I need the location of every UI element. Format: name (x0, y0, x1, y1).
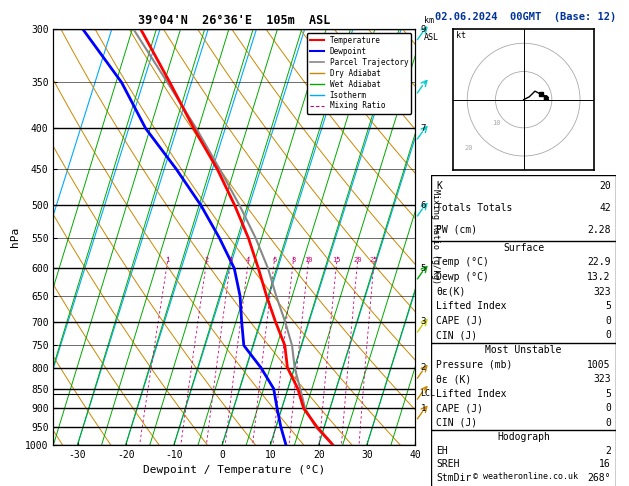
Text: θε (K): θε (K) (437, 374, 472, 384)
Text: © weatheronline.co.uk: © weatheronline.co.uk (473, 472, 577, 481)
Text: StmDir: StmDir (437, 473, 472, 483)
Text: 0: 0 (605, 316, 611, 326)
Text: SREH: SREH (437, 459, 460, 469)
Text: Totals Totals: Totals Totals (437, 203, 513, 213)
Text: 323: 323 (593, 287, 611, 296)
Text: 5: 5 (421, 264, 426, 273)
Text: ASL: ASL (424, 34, 439, 42)
Text: 2.28: 2.28 (587, 225, 611, 235)
Text: CAPE (J): CAPE (J) (437, 403, 484, 413)
Text: Temp (°C): Temp (°C) (437, 258, 489, 267)
Text: θε(K): θε(K) (437, 287, 466, 296)
Text: CIN (J): CIN (J) (437, 418, 477, 428)
Text: 1005: 1005 (587, 360, 611, 369)
Text: 4: 4 (246, 257, 250, 262)
Text: PW (cm): PW (cm) (437, 225, 477, 235)
Text: 5: 5 (605, 389, 611, 399)
Text: 6: 6 (421, 201, 426, 210)
Text: Dewp (°C): Dewp (°C) (437, 272, 489, 282)
Text: 1: 1 (421, 404, 426, 413)
Text: 42: 42 (599, 203, 611, 213)
Text: 20: 20 (353, 257, 362, 262)
Text: 2: 2 (204, 257, 209, 262)
Text: 02.06.2024  00GMT  (Base: 12): 02.06.2024 00GMT (Base: 12) (435, 12, 616, 22)
Text: Lifted Index: Lifted Index (437, 301, 507, 311)
Text: Most Unstable: Most Unstable (486, 345, 562, 355)
Text: 6: 6 (272, 257, 276, 262)
Text: CAPE (J): CAPE (J) (437, 316, 484, 326)
Text: 7: 7 (421, 124, 426, 133)
Text: 22.9: 22.9 (587, 258, 611, 267)
Y-axis label: hPa: hPa (9, 227, 19, 247)
Text: Pressure (mb): Pressure (mb) (437, 360, 513, 369)
Title: 39°04'N  26°36'E  105m  ASL: 39°04'N 26°36'E 105m ASL (138, 14, 330, 27)
Text: 0: 0 (605, 418, 611, 428)
Text: EH: EH (437, 446, 448, 455)
Text: Surface: Surface (503, 243, 544, 253)
Text: CIN (J): CIN (J) (437, 330, 477, 340)
Text: 20: 20 (464, 145, 473, 151)
Text: 15: 15 (333, 257, 341, 262)
Text: km: km (424, 16, 434, 25)
Text: 0: 0 (605, 330, 611, 340)
Text: 3: 3 (421, 317, 426, 326)
Text: 2: 2 (605, 446, 611, 455)
Text: 2: 2 (421, 363, 426, 372)
Text: 20: 20 (599, 181, 611, 191)
Text: LCL: LCL (421, 389, 435, 399)
Text: 13.2: 13.2 (587, 272, 611, 282)
Text: 10: 10 (304, 257, 313, 262)
Text: 10: 10 (493, 120, 501, 126)
Y-axis label: Mixing Ratio (g/kg): Mixing Ratio (g/kg) (431, 190, 440, 284)
Text: 1: 1 (165, 257, 170, 262)
Text: 0: 0 (605, 403, 611, 413)
Text: 5: 5 (605, 301, 611, 311)
Text: Hodograph: Hodograph (497, 432, 550, 442)
Text: Lifted Index: Lifted Index (437, 389, 507, 399)
Text: K: K (437, 181, 442, 191)
X-axis label: Dewpoint / Temperature (°C): Dewpoint / Temperature (°C) (143, 465, 325, 475)
Text: 323: 323 (593, 374, 611, 384)
Text: kt: kt (456, 31, 466, 40)
Text: 25: 25 (370, 257, 378, 262)
Text: 16: 16 (599, 459, 611, 469)
Text: 9: 9 (421, 25, 426, 34)
Text: 268°: 268° (587, 473, 611, 483)
Text: 3: 3 (228, 257, 233, 262)
Legend: Temperature, Dewpoint, Parcel Trajectory, Dry Adiabat, Wet Adiabat, Isotherm, Mi: Temperature, Dewpoint, Parcel Trajectory… (307, 33, 411, 114)
Text: 8: 8 (291, 257, 295, 262)
